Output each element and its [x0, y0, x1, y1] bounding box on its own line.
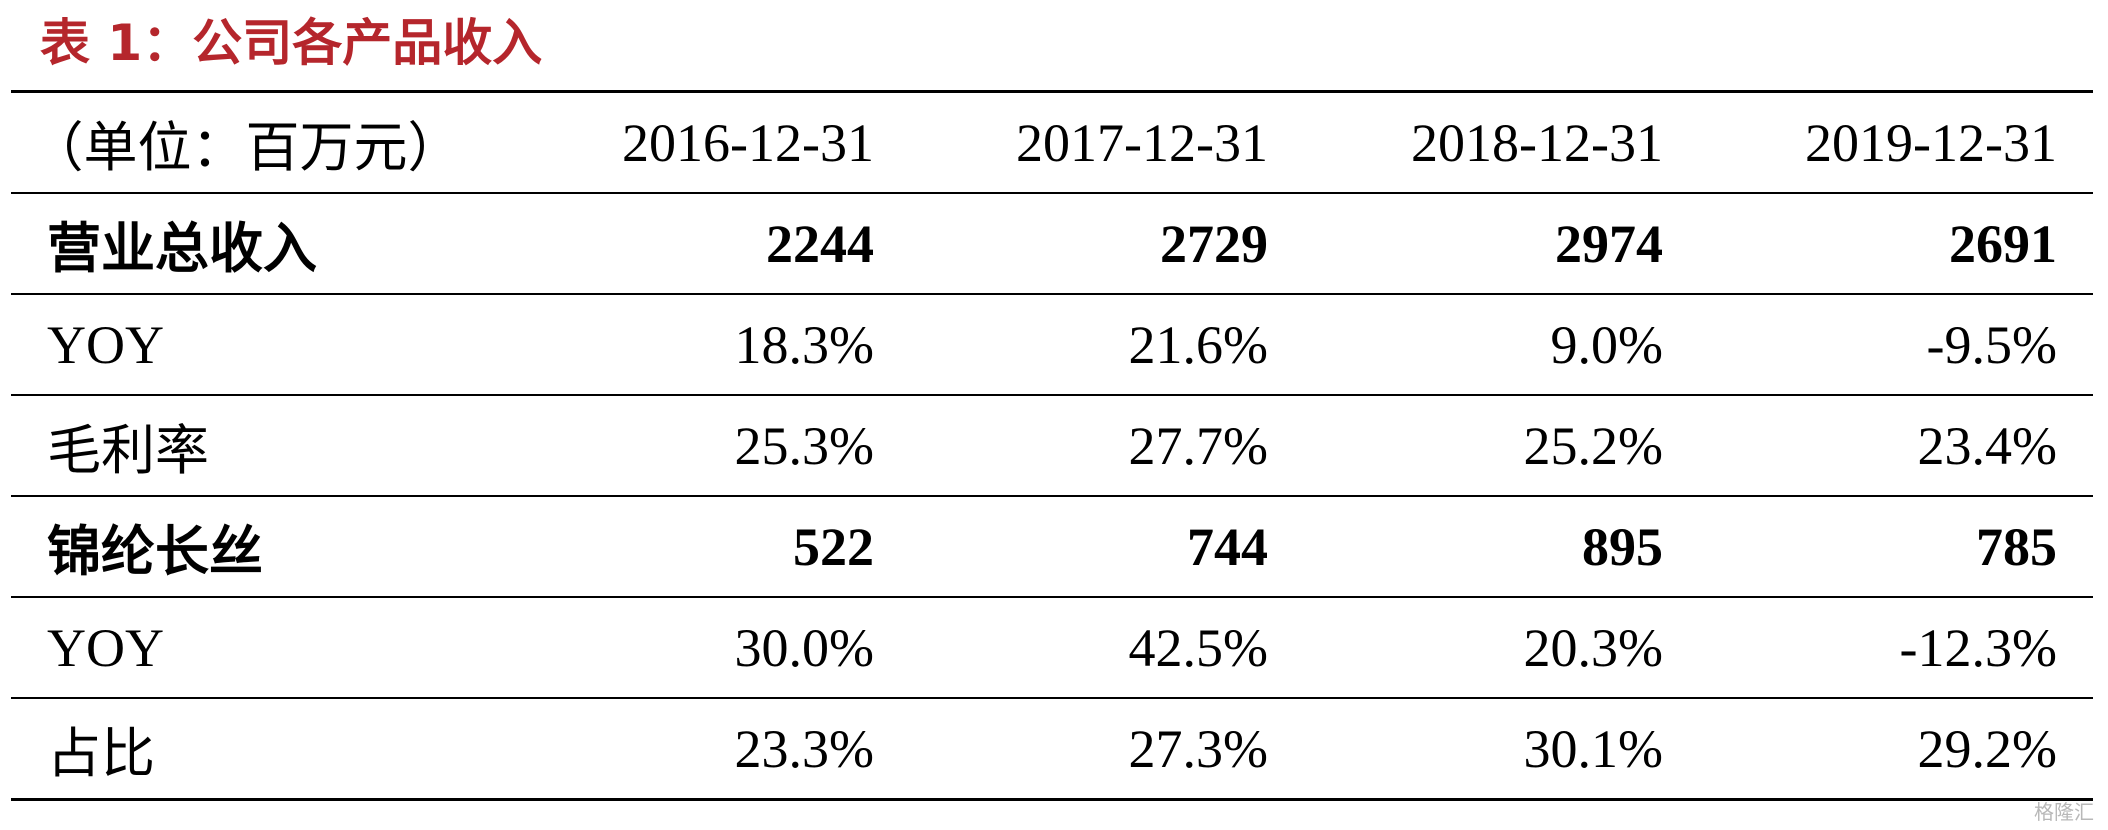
table-cell: 21.6%: [874, 294, 1268, 396]
table-cell: 23.4%: [1663, 395, 2093, 497]
table-cell: 23.3%: [480, 698, 874, 801]
watermark: 格隆汇: [2034, 800, 2094, 824]
table-cell: 锦纶长丝: [11, 496, 480, 598]
table-row: 营业总收入 2244 2729 2974 2691: [11, 193, 2093, 295]
table-cell: 25.3%: [480, 395, 874, 497]
table-cell: 2018-12-31: [1268, 90, 1663, 194]
table-cell: 27.7%: [874, 395, 1268, 497]
table-cell: 毛利率: [11, 395, 480, 497]
table-cell: 30.0%: [480, 597, 874, 699]
table-cell: 785: [1663, 496, 2093, 598]
table-cell: 2691: [1663, 193, 2093, 295]
table-title: 表 1：公司各产品收入: [40, 14, 543, 72]
table-row: YOY 30.0% 42.5% 20.3% -12.3%: [11, 597, 2093, 699]
table-cell: 20.3%: [1268, 597, 1663, 699]
table-cell: 18.3%: [480, 294, 874, 396]
table-cell: YOY: [11, 294, 480, 396]
table-cell: 29.2%: [1663, 698, 2093, 801]
table-cell: 27.3%: [874, 698, 1268, 801]
table-cell: 2974: [1268, 193, 1663, 295]
table-cell: 744: [874, 496, 1268, 598]
table-row: YOY 18.3% 21.6% 9.0% -9.5%: [11, 294, 2093, 396]
table-cell: 2244: [480, 193, 874, 295]
table-cell: 营业总收入: [11, 193, 480, 295]
table-row: （单位：百万元） 2016-12-31 2017-12-31 2018-12-31 20…: [11, 90, 2093, 194]
table-row: 占比 23.3% 27.3% 30.1% 29.2%: [11, 698, 2093, 801]
table-cell: 2729: [874, 193, 1268, 295]
table-row: 锦纶长丝 522 744 895 785: [11, 496, 2093, 598]
data-table: （单位：百万元） 2016-12-31 2017-12-31 2018-12-31 20…: [11, 90, 2093, 801]
table-cell: 25.2%: [1268, 395, 1663, 497]
table-cell: 2019-12-31: [1663, 90, 2093, 194]
table-cell: 30.1%: [1268, 698, 1663, 801]
table-cell: -12.3%: [1663, 597, 2093, 699]
table-cell: 2016-12-31: [480, 90, 874, 194]
table-cell: 占比: [11, 698, 480, 801]
table-row: 毛利率 25.3% 27.7% 25.2% 23.4%: [11, 395, 2093, 497]
table-cell: -9.5%: [1663, 294, 2093, 396]
table-cell: 895: [1268, 496, 1663, 598]
table-cell: 42.5%: [874, 597, 1268, 699]
table-cell: （单位：百万元）: [11, 90, 480, 194]
table-cell: 9.0%: [1268, 294, 1663, 396]
table-cell: 2017-12-31: [874, 90, 1268, 194]
table-cell: YOY: [11, 597, 480, 699]
table-cell: 522: [480, 496, 874, 598]
